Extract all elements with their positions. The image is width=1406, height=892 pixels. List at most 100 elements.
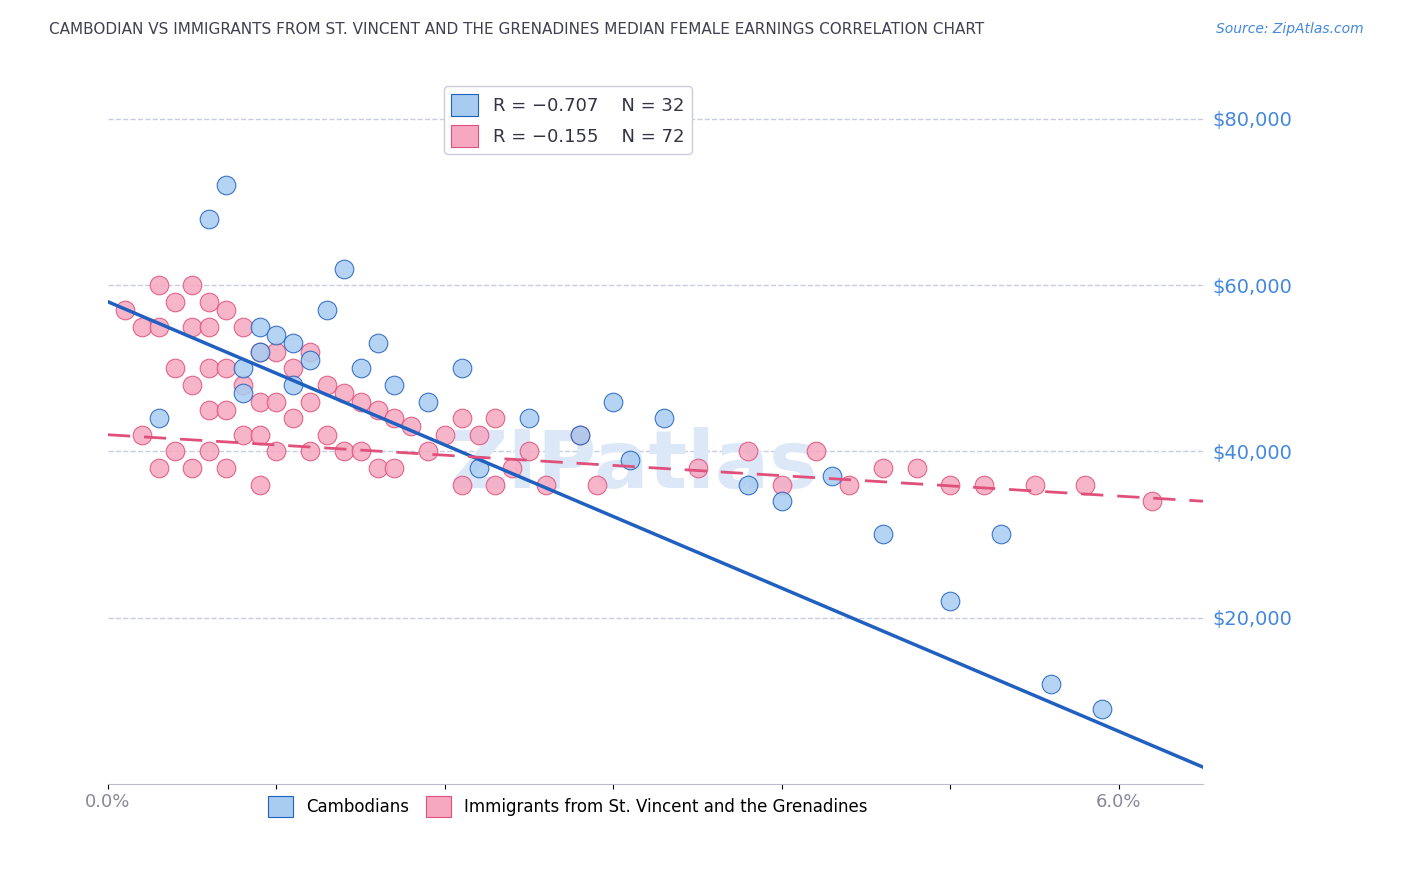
Point [821,469,844,483]
Point [114,303,136,318]
Point [973,477,995,491]
Point [232,361,254,376]
Point [316,303,339,318]
Point [333,386,356,401]
Point [266,394,288,409]
Point [283,361,305,376]
Point [266,444,288,458]
Point [232,386,254,401]
Point [1024,477,1046,491]
Point [232,319,254,334]
Point [939,594,962,608]
Point [148,319,170,334]
Point [283,377,305,392]
Point [148,278,170,293]
Point [350,394,373,409]
Point [299,344,322,359]
Point [350,361,373,376]
Point [215,178,238,193]
Point [804,444,827,458]
Point [299,353,322,368]
Point [1074,477,1097,491]
Point [198,211,221,226]
Point [232,427,254,442]
Point [367,402,389,417]
Point [484,411,506,425]
Point [433,427,456,442]
Point [316,377,339,392]
Point [652,411,675,425]
Point [181,377,204,392]
Point [283,336,305,351]
Legend: Cambodians, Immigrants from St. Vincent and the Grenadines: Cambodians, Immigrants from St. Vincent … [260,788,876,825]
Point [1142,494,1164,508]
Point [198,319,221,334]
Point [517,411,540,425]
Point [266,328,288,343]
Point [299,394,322,409]
Point [249,427,271,442]
Point [619,452,641,467]
Text: Source: ZipAtlas.com: Source: ZipAtlas.com [1216,22,1364,37]
Point [249,319,271,334]
Point [333,261,356,276]
Point [770,477,793,491]
Point [450,477,472,491]
Point [450,361,472,376]
Point [181,278,204,293]
Point [198,444,221,458]
Point [416,444,439,458]
Point [165,444,187,458]
Point [181,461,204,475]
Point [484,477,506,491]
Point [585,477,607,491]
Point [568,427,591,442]
Point [905,461,928,475]
Point [333,444,356,458]
Point [249,394,271,409]
Point [399,419,422,434]
Text: ZIPatlas: ZIPatlas [450,427,818,505]
Point [299,444,322,458]
Point [283,411,305,425]
Point [1091,702,1114,716]
Point [770,494,793,508]
Point [215,361,238,376]
Point [382,411,405,425]
Point [737,477,759,491]
Point [249,344,271,359]
Point [249,477,271,491]
Point [382,461,405,475]
Point [181,319,204,334]
Text: CAMBODIAN VS IMMIGRANTS FROM ST. VINCENT AND THE GRENADINES MEDIAN FEMALE EARNIN: CAMBODIAN VS IMMIGRANTS FROM ST. VINCENT… [49,22,984,37]
Point [416,394,439,409]
Point [148,411,170,425]
Point [350,444,373,458]
Point [1040,677,1063,691]
Point [686,461,709,475]
Point [215,461,238,475]
Point [198,294,221,309]
Point [737,444,759,458]
Point [501,461,523,475]
Point [602,394,624,409]
Point [148,461,170,475]
Point [249,344,271,359]
Point [198,361,221,376]
Point [232,377,254,392]
Point [450,411,472,425]
Point [467,427,489,442]
Point [568,427,591,442]
Point [165,361,187,376]
Point [382,377,405,392]
Point [367,461,389,475]
Point [165,294,187,309]
Point [939,477,962,491]
Point [316,427,339,442]
Point [198,402,221,417]
Point [131,319,153,334]
Point [517,444,540,458]
Point [367,336,389,351]
Point [266,344,288,359]
Point [131,427,153,442]
